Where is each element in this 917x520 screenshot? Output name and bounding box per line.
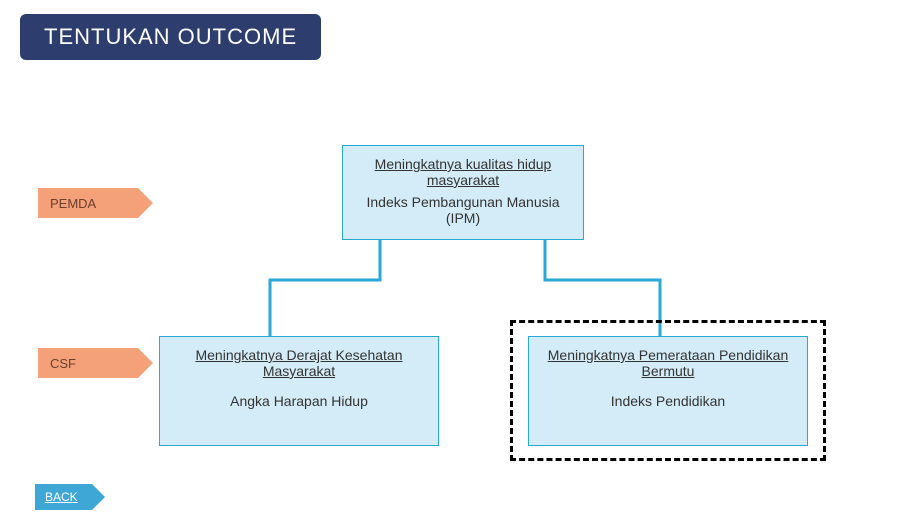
row-tag-pemda: PEMDA [38, 188, 138, 218]
node-top-subtitle: Indeks Pembangunan Manusia (IPM) [355, 194, 571, 226]
title-banner: TENTUKAN OUTCOME [20, 14, 321, 60]
selection-frame [510, 320, 826, 461]
node-left-subtitle: Angka Harapan Hidup [172, 393, 426, 409]
node-outcome-top: Meningkatnya kualitas hidup masyarakat I… [342, 145, 584, 240]
row-tag-csf: CSF [38, 348, 138, 378]
slide: TENTUKAN OUTCOME PEMDA CSF Meningkatnya … [0, 0, 917, 520]
node-left-title: Meningkatnya Derajat Kesehatan Masyaraka… [172, 347, 426, 379]
node-top-title: Meningkatnya kualitas hidup masyarakat [355, 156, 571, 188]
node-csf-health: Meningkatnya Derajat Kesehatan Masyaraka… [159, 336, 439, 446]
back-button[interactable]: BACK [35, 484, 92, 510]
